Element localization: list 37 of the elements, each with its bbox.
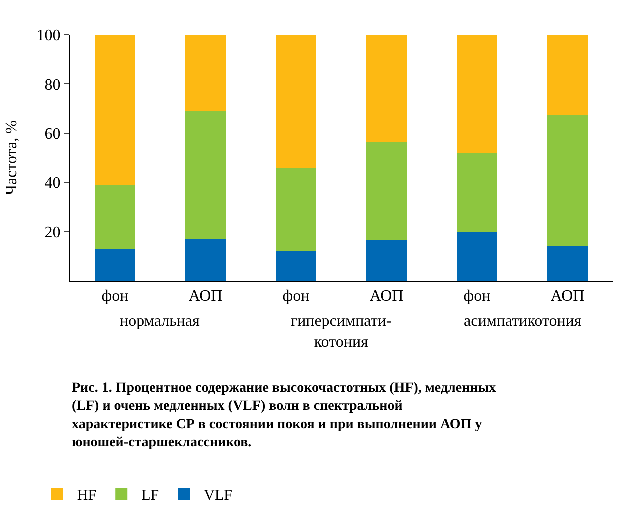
x-tick-label: АОП bbox=[370, 288, 404, 306]
bar bbox=[94, 185, 136, 250]
bar bbox=[185, 239, 226, 281]
y-tick-label: 40 bbox=[44, 175, 61, 192]
text: нормальная bbox=[120, 313, 201, 330]
x-tick-label: АОП bbox=[550, 288, 586, 306]
y-tick-label: 100 bbox=[36, 28, 61, 45]
bar bbox=[185, 35, 226, 112]
x-tick-label: фон bbox=[102, 288, 130, 306]
bar bbox=[456, 232, 498, 281]
bar bbox=[366, 35, 408, 142]
x-tick-label: фон bbox=[464, 288, 492, 306]
bar bbox=[94, 35, 136, 186]
text: гиперсимпати-котония bbox=[291, 313, 392, 351]
y-tick-label: 60 bbox=[44, 126, 61, 143]
x-tick-label: фон bbox=[282, 288, 310, 306]
bar bbox=[94, 249, 136, 281]
bar bbox=[456, 35, 498, 154]
y-axis-title: Частота, % bbox=[4, 120, 21, 196]
legend-label: LF bbox=[142, 488, 160, 504]
bar bbox=[366, 240, 408, 281]
legend-label: VLF bbox=[204, 488, 232, 504]
bar bbox=[276, 168, 317, 252]
text: асимпатикотония bbox=[464, 313, 582, 330]
bar bbox=[185, 111, 226, 240]
bar bbox=[547, 114, 588, 247]
text: Рис. 1. Процентное содержание высокочастотных (HF), медленных (LF) и очень медленных (VLF) волн в спектральной характеристике СР в состоянии покоя и при выполнении АОП у юношей-старшеклассников. bbox=[72, 381, 496, 451]
bar bbox=[547, 246, 588, 281]
bar bbox=[276, 35, 317, 168]
bar bbox=[547, 35, 588, 115]
y-tick-label: 20 bbox=[44, 224, 61, 242]
bar bbox=[366, 142, 408, 240]
bar bbox=[456, 153, 498, 232]
y-tick-label: 80 bbox=[44, 76, 61, 94]
legend-label: HF bbox=[77, 488, 97, 504]
x-tick-label: АОП bbox=[188, 288, 224, 306]
bar bbox=[276, 251, 317, 281]
